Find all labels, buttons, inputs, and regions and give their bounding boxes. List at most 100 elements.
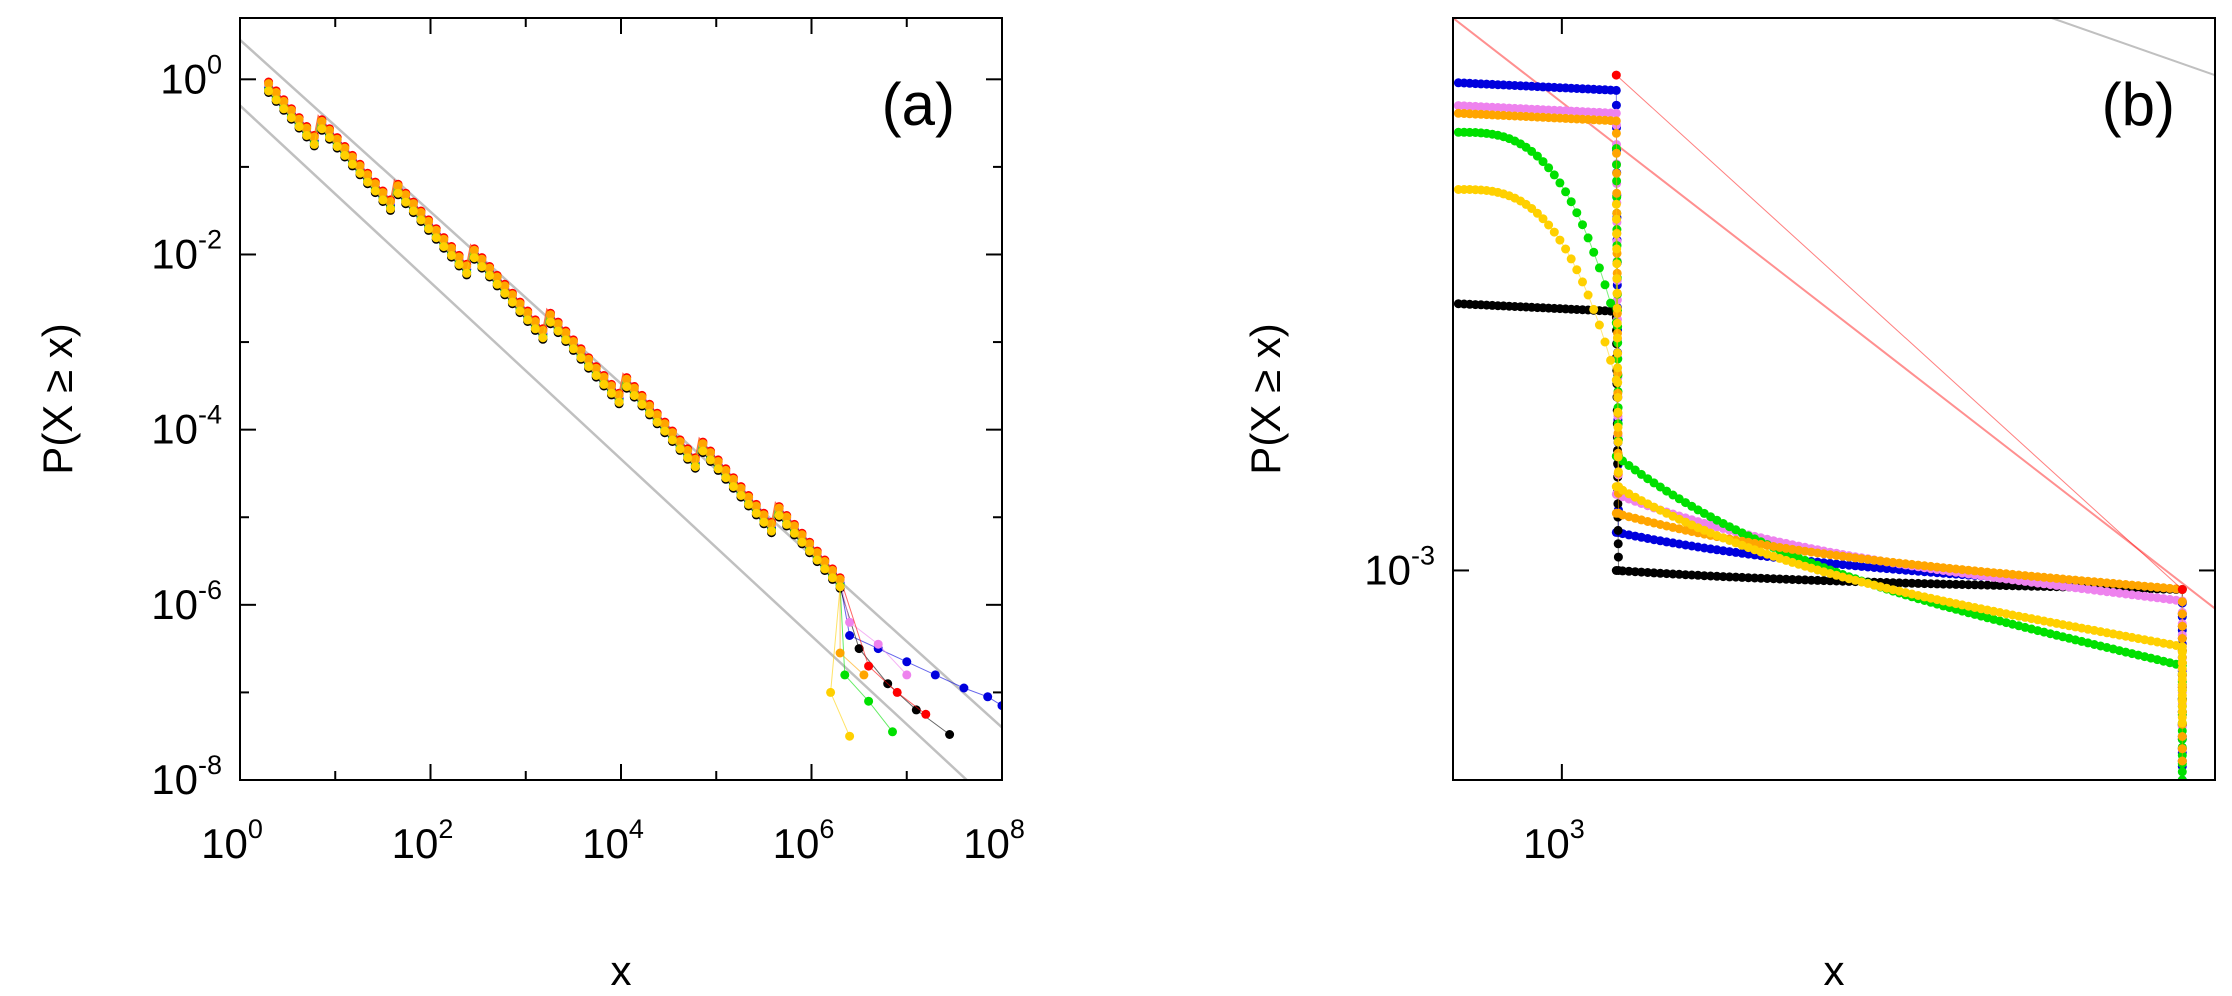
a-point-gold-6: [286, 113, 296, 123]
a-point-gold-151: [826, 687, 836, 697]
b-point-black-93: [1888, 578, 1898, 588]
a-point-gold-68: [523, 315, 533, 325]
a-point-orange-60: [492, 272, 502, 282]
a-point-gold-102: [652, 417, 662, 427]
a-point-gold-144: [812, 555, 822, 565]
a-point-gold-70: [530, 324, 540, 334]
a-point-orange-40: [416, 208, 426, 217]
a-point-orange-108: [675, 437, 685, 446]
a-point-orange-18: [332, 134, 342, 144]
a-point-red-152: [892, 687, 902, 697]
panel-a: 100 102 104 106 108 100 10-2 10-4 10-6 10-8 (a) x…: [34, 17, 1025, 994]
a-point-orange-46: [439, 234, 449, 244]
panel-b: 103 10-3 (b) x P(X ≥ x): [1242, 17, 2216, 994]
a-point-orange-148: [828, 565, 837, 575]
b-point-green-20: [1566, 197, 1576, 207]
a-point-gold-66: [515, 306, 525, 316]
b-series-red: [1611, 70, 2187, 594]
a-point-orange-140: [797, 530, 807, 540]
a-point-gold-22: [347, 159, 357, 169]
b-point-gold-31: [1612, 229, 1622, 239]
a-x-tick-label-0: 100: [201, 814, 263, 867]
a-point-gold-76: [553, 326, 563, 336]
a-point-orange-66: [515, 299, 525, 309]
a-point-gold-48: [447, 251, 456, 260]
a-point-gold-132: [767, 526, 776, 536]
a-point-gold-88: [599, 379, 609, 389]
a-point-orange-2: [271, 88, 281, 97]
b-x-tick-label-0: 103: [1523, 814, 1585, 867]
a-point-gold-114: [698, 446, 708, 456]
b-y-tick-label-0: 10-3: [1364, 540, 1435, 593]
b-point-black-83: [1825, 576, 1835, 586]
a-point-gold-2: [271, 95, 281, 105]
a-x-tick-label-3: 106: [773, 814, 835, 867]
b-point-gold-47: [1613, 467, 1623, 477]
b-point-gold-41: [1613, 378, 1623, 388]
a-point-gold-50: [454, 259, 464, 269]
b-point-gold-36: [1612, 303, 1622, 313]
a-point-gold-56: [477, 262, 487, 272]
b-point-gold-15: [1538, 214, 1548, 224]
a-point-orange-76: [553, 319, 563, 329]
a-point-gold-10: [302, 131, 312, 140]
b-point-green-22: [1578, 220, 1587, 230]
a-point-gold-124: [736, 491, 746, 500]
a-point-gold-94: [622, 382, 632, 392]
a-point-green-153: [888, 727, 897, 737]
a-point-orange-94: [622, 374, 632, 384]
a-point-orange-106: [667, 428, 677, 438]
a-point-gold-142: [805, 546, 815, 556]
a-point-gold-128: [751, 508, 761, 518]
a-point-gold-140: [797, 537, 807, 547]
a-point-blue-156: [983, 692, 993, 702]
b-point-black-104: [1957, 580, 1967, 589]
a-point-orange-28: [370, 179, 380, 189]
a-point-black-151: [854, 644, 864, 654]
a-point-orange-54: [469, 245, 479, 255]
a-point-orange-22: [347, 152, 357, 162]
b-point-orange-31: [1612, 168, 1622, 178]
b-point-black-73: [1762, 574, 1772, 583]
b-series-black: [1453, 299, 2187, 766]
b-point-orange-153: [2177, 756, 2187, 766]
b-point-gold-44: [1613, 422, 1623, 432]
a-series-line-green: [268, 89, 893, 733]
b-point-black-105: [1964, 580, 1973, 590]
a-point-gold-24: [355, 168, 365, 178]
b-point-green-27: [1606, 298, 1616, 308]
b-series-line-green: [1458, 131, 2183, 780]
a-point-orange-86: [591, 363, 601, 373]
a-point-orange-102: [652, 410, 662, 420]
a-point-orange-26: [363, 170, 373, 180]
a-point-gold-4: [279, 104, 289, 114]
a-point-gold-60: [492, 279, 502, 289]
a-point-orange-134: [774, 503, 784, 513]
b-point-black-46: [1613, 539, 1623, 549]
a-point-blue-154: [930, 670, 940, 680]
b-series-line-violet: [1458, 105, 2183, 761]
b-point-gold-39: [1613, 348, 1622, 358]
a-point-gold-152: [845, 731, 855, 741]
a-point-gold-64: [507, 297, 517, 307]
a-point-orange-128: [751, 501, 761, 511]
a-y-tick-label-4: 10-8: [151, 750, 222, 803]
b-point-orange-142: [2177, 621, 2187, 631]
a-point-orange-74: [546, 310, 555, 320]
b-point-black-82: [1819, 576, 1829, 586]
a-point-orange-4: [279, 96, 289, 106]
b-point-green-17: [1549, 170, 1559, 180]
b-point-orange-143: [2177, 634, 2187, 643]
a-point-violet-153: [902, 670, 912, 680]
a-y-tick-label-3: 10-6: [151, 575, 222, 628]
a-reference-line-1: [240, 104, 968, 780]
b-point-black-94: [1894, 578, 1904, 588]
a-point-red-151: [864, 661, 874, 671]
a-point-gold-72: [538, 333, 548, 343]
b-series-green: [1453, 127, 2187, 780]
b-point-black-99: [1926, 579, 1936, 589]
b-point-green-23: [1583, 233, 1593, 243]
a-point-orange-80: [568, 337, 578, 346]
b-point-gold-37: [1612, 318, 1622, 328]
a-point-gold-38: [408, 206, 418, 216]
